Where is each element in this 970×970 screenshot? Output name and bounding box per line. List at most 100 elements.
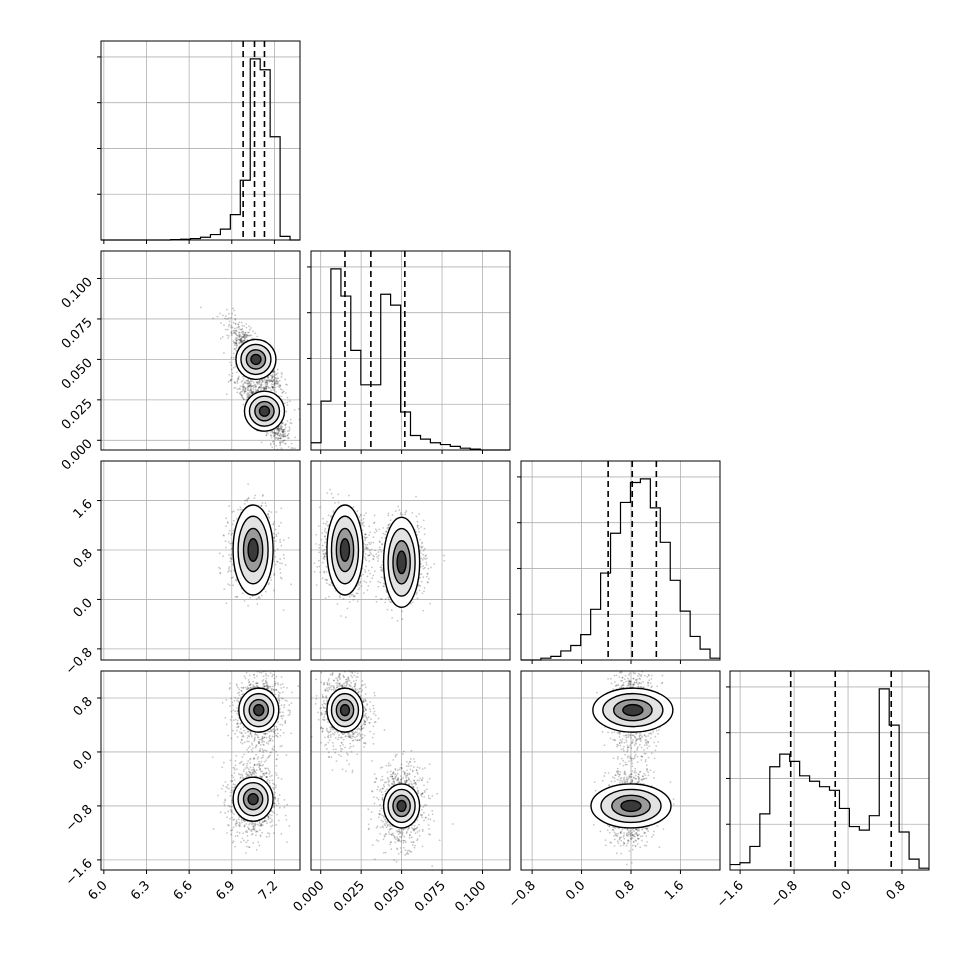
sample-point [220,322,222,324]
sample-point [234,596,237,598]
sample-point [276,428,279,430]
sample-point [279,708,281,710]
sample-point [265,381,267,384]
sample-point [236,391,239,394]
sample-point [384,533,387,536]
sample-point [365,565,367,568]
sample-point [328,583,331,586]
sample-point [235,340,238,342]
sample-point [360,514,362,517]
sample-point [235,579,238,582]
sample-point [227,312,230,315]
sample-point [281,373,283,376]
sample-point [422,576,425,579]
sample-point [283,390,285,393]
sample-point [226,328,229,331]
sample-point [242,403,245,406]
sample-point [284,426,287,429]
sample-point [263,663,265,665]
sample-point [260,594,263,597]
sample-point [356,510,359,512]
sample-point [368,554,371,557]
sample-point [259,387,262,390]
sample-point [273,383,276,386]
sample-point [279,576,282,579]
sample-point [241,379,244,382]
sample-point [225,546,227,549]
sample-point [247,687,250,690]
sample-point [382,526,385,529]
sample-point [366,575,369,578]
panel-content [101,663,300,870]
sample-point [278,699,281,702]
sample-point [271,747,274,750]
sample-point [275,391,277,393]
sample-point [420,580,423,583]
sample-point [401,610,404,613]
sample-point [261,387,264,389]
sample-point [236,382,239,384]
sample-point [234,365,237,368]
histogram-panel-1 [97,40,301,241]
sample-point [232,352,235,355]
sample-point [364,533,367,536]
sample-point [222,555,225,558]
sample-point [271,386,274,389]
sample-point [264,685,267,688]
sample-point [241,742,244,745]
sample-point [326,579,328,582]
sample-point [375,595,377,598]
sample-point [352,595,355,598]
sample-point [251,392,254,394]
sample-point [234,696,237,699]
sample-point [268,517,271,519]
sample-point [373,514,376,517]
sample-point [411,601,414,604]
sample-point [279,425,282,428]
sample-point [269,672,272,674]
sample-point [364,547,366,550]
sample-point [267,387,270,390]
sample-point [249,384,252,387]
sample-point [297,408,300,410]
sample-point [369,580,372,583]
histogram-panel-4 [726,670,930,871]
sample-point [273,431,276,434]
sample-point [235,347,238,349]
sample-point [259,383,261,386]
sample-point [244,732,247,734]
sample-point [325,578,328,581]
sample-point [279,541,282,543]
sample-point [282,433,285,436]
sample-point [242,331,245,334]
sample-point [227,325,230,328]
sample-point [247,389,250,392]
sample-point [257,596,260,599]
sample-point [289,418,292,421]
sample-point [245,334,247,337]
sample-point [232,519,235,522]
sample-point [265,504,268,507]
sample-point [281,425,284,428]
sample-point [248,328,251,331]
sample-point [230,334,233,337]
sample-point [284,432,286,435]
sample-point [270,729,273,732]
sample-point [273,382,276,385]
sample-point [281,392,284,394]
sample-point [245,336,248,339]
sample-point [389,600,392,603]
sample-point [238,333,240,336]
sample-point [271,386,274,388]
sample-point [282,430,285,433]
sample-point [236,517,238,520]
contour-level [396,550,407,575]
sample-point [425,554,428,557]
sample-point [242,398,245,401]
sample-point [418,589,421,592]
sample-point [273,384,276,387]
sample-point [227,337,229,339]
sample-point [256,734,259,737]
sample-point [327,524,330,527]
sample-point [271,386,274,389]
